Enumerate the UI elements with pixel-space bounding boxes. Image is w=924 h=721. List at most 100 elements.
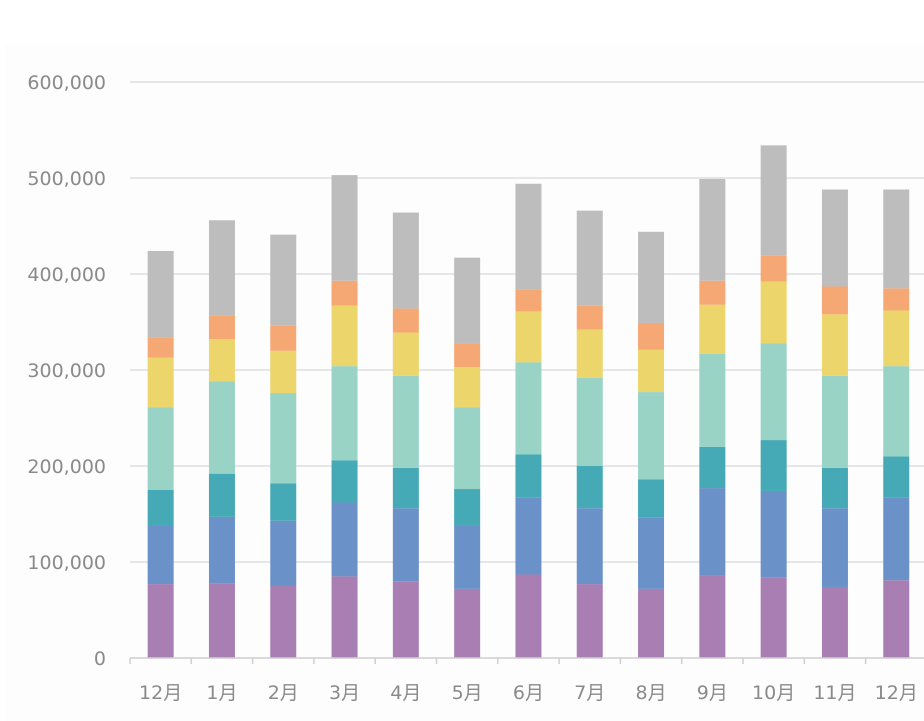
bar-segment bbox=[331, 175, 358, 281]
x-tick-labels: 12月 1月 2月 3月 4月 5月 6月 7月 8月 9月 10月 11月 12月 bbox=[139, 682, 918, 704]
x-tick-label: 6月 bbox=[513, 682, 544, 704]
bar-segment bbox=[638, 322, 665, 350]
bar-segment bbox=[392, 581, 419, 658]
bar-segment bbox=[454, 257, 481, 344]
x-tick-label: 10月 bbox=[752, 682, 795, 704]
bar-segment bbox=[331, 280, 358, 306]
bar-segment bbox=[392, 375, 419, 468]
bar-segment bbox=[638, 517, 665, 589]
bar-segment bbox=[576, 305, 603, 330]
bar-segment bbox=[208, 583, 235, 658]
x-tick-label: 12月 bbox=[875, 682, 918, 704]
bar-segment bbox=[638, 588, 665, 658]
x-tick-label: 12月 bbox=[139, 682, 182, 704]
bar-segment bbox=[208, 516, 235, 584]
bar-segment bbox=[147, 250, 174, 338]
bar-segment bbox=[699, 488, 726, 576]
bar-segment bbox=[760, 440, 787, 491]
x-tick-label: 9月 bbox=[697, 682, 728, 704]
x-tick-label: 1月 bbox=[206, 682, 237, 704]
bar-segment bbox=[576, 329, 603, 378]
bar-segment bbox=[883, 456, 910, 498]
bar-segment bbox=[331, 305, 358, 367]
bar-segment bbox=[821, 375, 848, 468]
bar-segment bbox=[270, 520, 297, 586]
bar-segment bbox=[576, 210, 603, 306]
bar-segment bbox=[576, 584, 603, 658]
bar-segment bbox=[147, 357, 174, 408]
bar-segment bbox=[392, 467, 419, 509]
y-tick-label: 100,000 bbox=[27, 552, 106, 574]
bar-segment bbox=[454, 489, 481, 526]
bar-segment bbox=[576, 466, 603, 509]
bar-segment bbox=[699, 353, 726, 447]
bar-segment bbox=[821, 286, 848, 315]
bar-segment bbox=[454, 343, 481, 368]
bar-segment bbox=[147, 407, 174, 490]
bar-segment bbox=[515, 497, 542, 575]
bar-segment bbox=[515, 362, 542, 455]
bar-segment bbox=[270, 350, 297, 394]
x-tick-label: 7月 bbox=[574, 682, 605, 704]
bar-segment bbox=[147, 525, 174, 585]
y-tick-label: 500,000 bbox=[27, 168, 106, 190]
bar-segment bbox=[821, 467, 848, 509]
bar-segment bbox=[270, 586, 297, 658]
bar-segment bbox=[392, 508, 419, 582]
bar-segment bbox=[515, 574, 542, 658]
x-tick-label: 3月 bbox=[329, 682, 360, 704]
bar-segment bbox=[331, 576, 358, 658]
bar-segment bbox=[515, 183, 542, 290]
bar-segment bbox=[454, 407, 481, 490]
bar-segment bbox=[208, 339, 235, 382]
bar-segment bbox=[331, 366, 358, 461]
bar-segment bbox=[147, 584, 174, 658]
bar-segment bbox=[699, 575, 726, 658]
bar-segment bbox=[270, 325, 297, 351]
bar-segment bbox=[821, 508, 848, 587]
y-tick-label: 200,000 bbox=[27, 456, 106, 478]
bar-segment bbox=[454, 525, 481, 589]
bar-segment bbox=[699, 446, 726, 489]
bar-segment bbox=[270, 483, 297, 521]
bar-segment bbox=[821, 586, 848, 658]
y-tick-labels: 0 100,000 200,000 300,000 400,000 500,000 600,… bbox=[27, 72, 106, 670]
bar-segment bbox=[515, 454, 542, 498]
x-tick-label: 4月 bbox=[390, 682, 421, 704]
bar-segment bbox=[515, 289, 542, 312]
x-tick-label: 11月 bbox=[813, 682, 856, 704]
bar-segment bbox=[208, 473, 235, 517]
axes bbox=[129, 657, 924, 664]
y-tick-label: 0 bbox=[94, 648, 106, 670]
x-tick-label: 2月 bbox=[268, 682, 299, 704]
y-tick-label: 600,000 bbox=[27, 72, 106, 94]
bar-segment bbox=[454, 367, 481, 408]
y-tick-label: 400,000 bbox=[27, 264, 106, 286]
bar-segment bbox=[883, 288, 910, 311]
bar-segment bbox=[883, 366, 910, 457]
bar-segment bbox=[760, 490, 787, 578]
bar-segment bbox=[699, 178, 726, 281]
bar-segment bbox=[576, 377, 603, 466]
x-tick-label: 8月 bbox=[636, 682, 667, 704]
bar-segment bbox=[331, 502, 358, 577]
bar-segment bbox=[208, 220, 235, 316]
x-tick-label: 5月 bbox=[452, 682, 483, 704]
bar-segment bbox=[883, 580, 910, 658]
bar-segment bbox=[208, 315, 235, 340]
bar-segment bbox=[638, 231, 665, 323]
bars bbox=[147, 145, 910, 658]
bar-segment bbox=[270, 234, 297, 326]
bar-segment bbox=[392, 332, 419, 376]
bar-segment bbox=[760, 577, 787, 658]
bar-segment bbox=[147, 490, 174, 526]
bar-segment bbox=[760, 343, 787, 441]
bar-segment bbox=[699, 280, 726, 305]
bar-segment bbox=[392, 308, 419, 333]
bar-segment bbox=[208, 381, 235, 474]
bar-segment bbox=[699, 304, 726, 354]
bar-segment bbox=[392, 212, 419, 309]
y-tick-label: 300,000 bbox=[27, 360, 106, 382]
